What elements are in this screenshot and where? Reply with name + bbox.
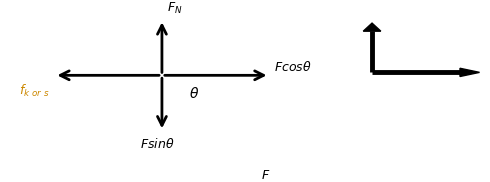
Text: $f_{k\ or\ s}$: $f_{k\ or\ s}$	[19, 83, 49, 99]
Text: $Fcos\theta$: $Fcos\theta$	[274, 60, 312, 74]
Text: $Fsin\theta$: $Fsin\theta$	[140, 137, 174, 151]
Text: $F_N$: $F_N$	[167, 1, 182, 17]
Text: $\theta$: $\theta$	[189, 86, 199, 101]
Polygon shape	[363, 23, 381, 31]
Text: $F$: $F$	[261, 169, 270, 182]
Polygon shape	[460, 68, 480, 76]
